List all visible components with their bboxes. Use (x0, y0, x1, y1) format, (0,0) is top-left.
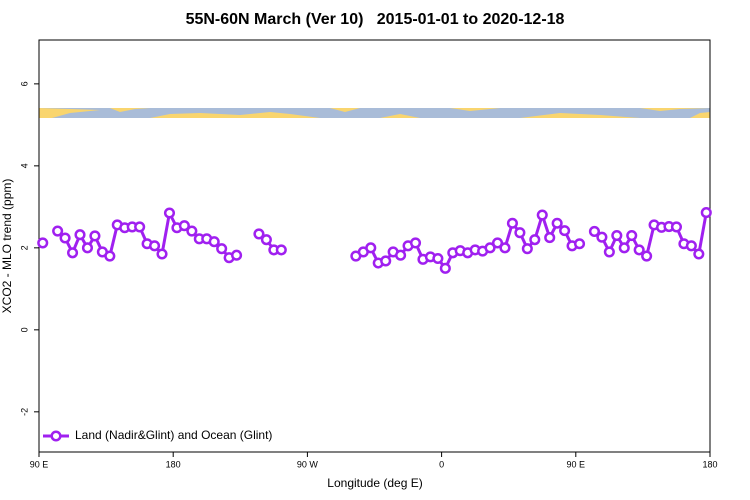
x-tick-label: 90 E (567, 459, 586, 469)
y-tick-label: -2 (19, 408, 29, 416)
data-point (186, 225, 198, 237)
data-point (380, 255, 392, 267)
data-point (81, 242, 94, 254)
x-axis-label: Longitude (deg E) (327, 476, 422, 490)
data-point (641, 250, 653, 262)
data-point (439, 262, 451, 274)
data-point (253, 228, 265, 240)
y-tick-label: 4 (19, 163, 29, 168)
map-strip (39, 108, 710, 118)
data-point (395, 249, 407, 261)
data-point (611, 229, 623, 242)
data-point (409, 237, 422, 249)
data-point (432, 252, 444, 265)
data-point (700, 207, 712, 219)
data-point (618, 242, 630, 254)
data-point (544, 232, 556, 244)
data-point (365, 242, 377, 254)
data-point (178, 220, 190, 232)
data-point (260, 234, 272, 246)
data-point (633, 244, 645, 256)
data-point (603, 246, 615, 258)
data-point (74, 229, 86, 241)
data-point (67, 247, 79, 259)
data-point (104, 250, 116, 262)
data-point (626, 229, 638, 242)
legend-label: Land (Nadir&Glint) and Ocean (Glint) (75, 428, 272, 442)
x-tick-label: 90 W (297, 459, 319, 469)
y-tick-label: 0 (19, 327, 29, 332)
data-point (275, 244, 287, 256)
data-point (52, 225, 64, 237)
data-point (156, 248, 168, 260)
data-point (134, 221, 146, 233)
data-point (693, 248, 705, 260)
data-point (573, 238, 586, 250)
x-tick-label: 180 (166, 459, 181, 469)
y-tick-label: 2 (19, 245, 29, 250)
data-point (551, 217, 563, 229)
data-point (521, 243, 533, 255)
data-point (596, 231, 608, 243)
x-tick-label: 180 (702, 459, 717, 469)
data-point (559, 225, 571, 237)
data-point (670, 221, 683, 233)
data-point (149, 240, 161, 252)
chart-title: 55N-60N March (Ver 10) 2015-01-01 to 202… (186, 11, 565, 28)
data-point (89, 230, 101, 242)
y-axis-label: XCO2 - MLO trend (ppm) (0, 179, 14, 314)
data-point (208, 236, 220, 248)
legend-marker (50, 430, 62, 442)
data-point (163, 207, 176, 219)
data-point (59, 232, 71, 244)
data-point (506, 217, 518, 229)
x-tick-label: 90 E (30, 459, 49, 469)
data-point (529, 234, 541, 246)
data-point (216, 243, 228, 255)
data-point (588, 225, 600, 237)
data-point (484, 242, 496, 254)
y-tick-label: 6 (19, 81, 29, 86)
x-tick-label: 0 (439, 459, 444, 469)
data-point (499, 242, 511, 254)
data-point (685, 240, 697, 252)
data-point (536, 209, 548, 221)
data-point (37, 237, 49, 249)
data-point (231, 249, 243, 261)
data-point (491, 237, 504, 249)
data-point (514, 227, 526, 239)
